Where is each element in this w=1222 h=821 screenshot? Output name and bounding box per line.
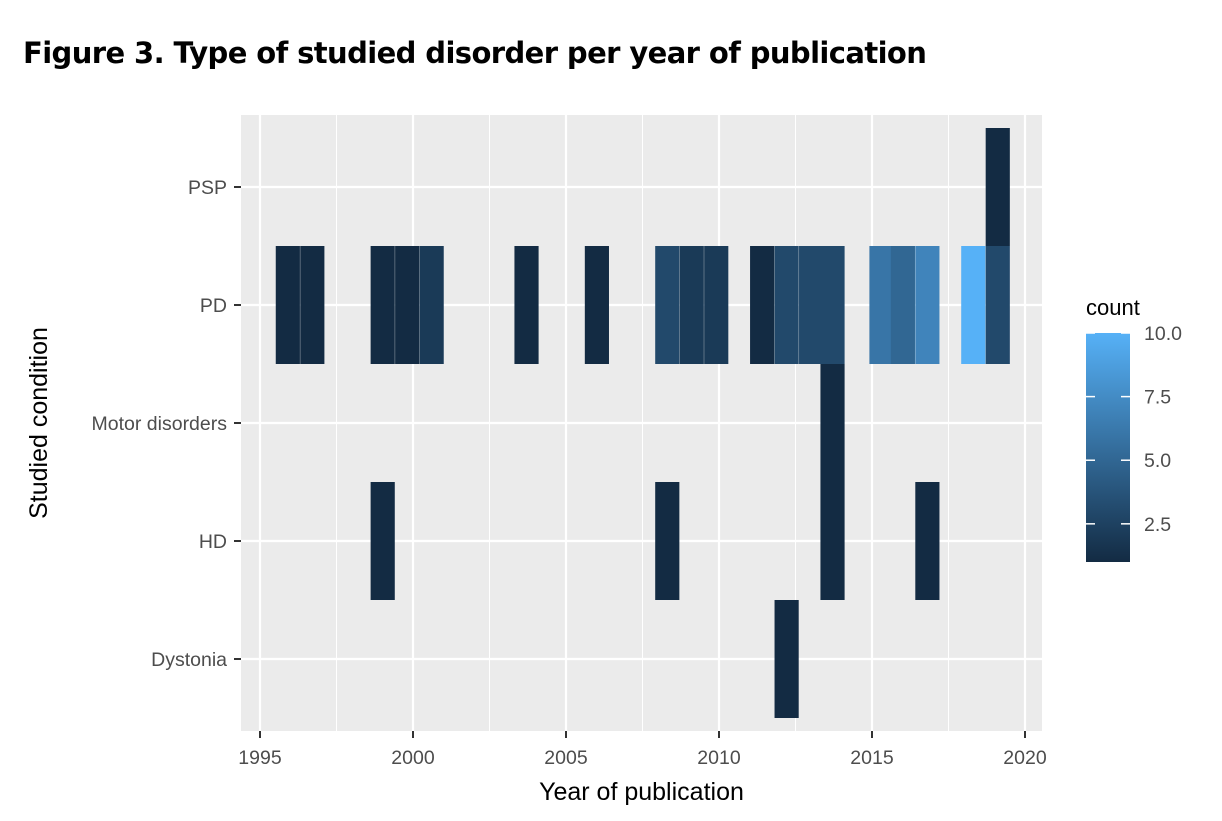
heatmap-cell xyxy=(820,246,845,364)
heatmap-cell xyxy=(820,482,845,600)
legend-colorbar xyxy=(1086,333,1130,562)
legend-tick-label: 7.5 xyxy=(1144,387,1171,409)
x-tick-label: 2000 xyxy=(391,747,435,769)
heatmap-cell xyxy=(985,128,1010,246)
legend-tick-label: 5.0 xyxy=(1144,450,1171,472)
x-tick-label: 2015 xyxy=(850,747,894,769)
heatmap-cell xyxy=(514,246,539,364)
heatmap-cell xyxy=(419,246,444,364)
heatmap-cell xyxy=(774,600,799,718)
heatmap-cell xyxy=(820,364,845,482)
heatmap-cell xyxy=(915,246,940,364)
color-legend: count 2.5 5.0 7.5 10.0 xyxy=(1086,295,1182,562)
y-axis: Dystonia HD Motor disorders PD PSP xyxy=(92,177,241,671)
x-tick-label: 2010 xyxy=(697,747,741,769)
heatmap-cell xyxy=(985,246,1010,364)
x-axis-title: Year of publication xyxy=(539,778,744,806)
heatmap-cells xyxy=(275,128,1010,718)
y-tick-label: PSP xyxy=(188,177,227,199)
x-axis: 1995 2000 2005 2010 2015 2020 xyxy=(238,731,1047,769)
y-tick-label: HD xyxy=(199,531,227,553)
x-tick-label: 2020 xyxy=(1003,747,1047,769)
heatmap-cell xyxy=(300,246,325,364)
y-tick-label: Motor disorders xyxy=(92,413,228,435)
heatmap-cell xyxy=(370,246,395,364)
y-tick-label: Dystonia xyxy=(151,649,227,671)
legend-tick-label: 10.0 xyxy=(1144,323,1182,345)
heatmap-cell xyxy=(869,246,894,364)
heatmap-cell xyxy=(655,246,680,364)
heatmap-cell xyxy=(370,482,395,600)
y-tick-label: PD xyxy=(200,295,227,317)
heatmap-cell xyxy=(395,246,420,364)
heatmap-cell xyxy=(915,482,940,600)
heatmap-cell xyxy=(961,246,986,364)
heatmap-cell xyxy=(679,246,704,364)
heatmap-cell xyxy=(275,246,300,364)
x-tick-label: 2005 xyxy=(544,747,588,769)
heatmap-cell xyxy=(774,246,799,364)
legend-title: count xyxy=(1086,295,1140,320)
heatmap-cell xyxy=(584,246,609,364)
heatmap-cell xyxy=(704,246,729,364)
y-axis-title: Studied condition xyxy=(25,327,53,519)
legend-ticks: 2.5 5.0 7.5 10.0 xyxy=(1086,323,1182,536)
heatmap-cell xyxy=(750,246,775,364)
heatmap-cell xyxy=(890,246,915,364)
legend-tick-label: 2.5 xyxy=(1144,514,1171,536)
x-tick-label: 1995 xyxy=(238,747,282,769)
heatmap-cell xyxy=(655,482,680,600)
figure-title: Figure 3. Type of studied disorder per y… xyxy=(23,36,927,70)
heatmap-cell xyxy=(799,246,824,364)
